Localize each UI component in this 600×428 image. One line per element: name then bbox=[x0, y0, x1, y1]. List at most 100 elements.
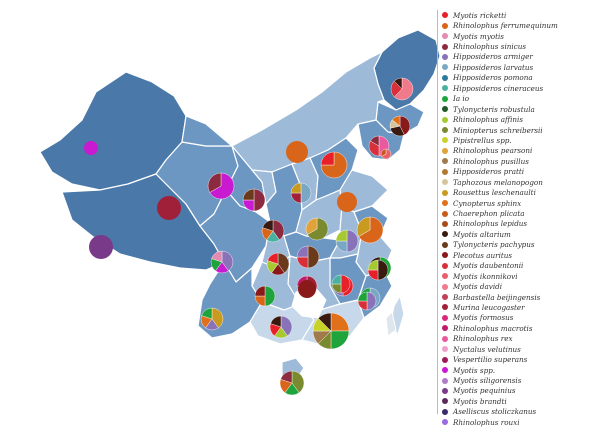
legend-swatch bbox=[442, 346, 448, 353]
pie-slice bbox=[335, 229, 348, 242]
pie-liaoning bbox=[380, 148, 392, 160]
legend-label: Rhinolophus ferrumequinum bbox=[453, 21, 558, 31]
legend-label: Myotis ricketti bbox=[453, 10, 507, 20]
legend-swatch bbox=[442, 356, 448, 363]
legend-item: Myotis ricketti bbox=[442, 10, 600, 20]
legend-swatch bbox=[442, 377, 448, 384]
legend-label: Hipposideros pratti bbox=[453, 167, 525, 177]
pie-slice bbox=[330, 330, 350, 350]
legend-swatch bbox=[442, 335, 448, 342]
legend-item: Rhinolophus affinis bbox=[442, 114, 600, 124]
legend-swatch bbox=[442, 33, 448, 40]
pie-slice bbox=[207, 172, 222, 193]
legend-swatch bbox=[442, 283, 448, 290]
legend-item: Aselliscus stoliczkanus bbox=[442, 407, 600, 417]
pie-tibet bbox=[89, 235, 113, 259]
legend-label: Taphozous melanopogon bbox=[453, 177, 543, 187]
legend-item: Pipistrellus spp. bbox=[442, 135, 600, 145]
legend-swatch bbox=[442, 419, 448, 426]
legend-label: Myotis pequinius bbox=[453, 386, 516, 396]
pie-slice bbox=[157, 196, 181, 220]
pie-chart-layer bbox=[84, 77, 414, 396]
legend-item: Myotis spp. bbox=[442, 365, 600, 375]
pie-slice bbox=[331, 274, 342, 285]
legend-item: Myotis davidi bbox=[442, 281, 600, 291]
legend-label: Rhinolophus pusillus bbox=[453, 156, 529, 166]
legend-label: Rhinolophus rex bbox=[453, 334, 513, 344]
pie-sichuan bbox=[210, 250, 234, 274]
legend-swatch bbox=[442, 325, 448, 332]
pie-slice bbox=[286, 141, 308, 163]
pie-chongqing bbox=[266, 252, 290, 276]
legend-item: Tylonycteris robustula bbox=[442, 104, 600, 114]
legend-item: Barbastella beijingensis bbox=[442, 292, 600, 302]
legend-label: Rhinolophus rouxi bbox=[453, 417, 520, 427]
pie-jilin bbox=[368, 135, 390, 157]
legend-swatch bbox=[442, 22, 448, 29]
legend-label: Rhinolophus lepidus bbox=[453, 219, 528, 229]
legend-item: Myotis myotis bbox=[442, 31, 600, 41]
pie-hubei bbox=[296, 245, 320, 269]
pie-slice bbox=[337, 192, 357, 212]
legend-swatch bbox=[442, 304, 448, 311]
pie-slice bbox=[393, 77, 403, 90]
legend-item: Rhinolophus lepidus bbox=[442, 219, 600, 229]
legend-item: Hipposideros cineraceus bbox=[442, 83, 600, 93]
pie-slice bbox=[280, 370, 293, 384]
pie-ningxia bbox=[242, 188, 266, 212]
island-east bbox=[385, 311, 397, 337]
pie-slice bbox=[380, 148, 387, 157]
legend-swatch bbox=[442, 168, 448, 175]
legend-swatch bbox=[442, 189, 448, 196]
pie-slice bbox=[298, 280, 316, 298]
legend-item: Plecotus auritus bbox=[442, 250, 600, 260]
legend-item: Myotis altarium bbox=[442, 229, 600, 239]
legend-label: Rhinolophus macrotis bbox=[453, 323, 533, 333]
species-legend: Myotis ricketti Rhinolophus ferrumequinum… bbox=[437, 10, 600, 427]
pie-slice bbox=[357, 291, 368, 302]
pie-slice bbox=[267, 252, 279, 265]
pie-slice bbox=[254, 285, 266, 297]
pie-slice bbox=[307, 245, 320, 269]
pie-slice bbox=[340, 274, 351, 294]
pie-slice bbox=[346, 229, 359, 253]
pie-yunnan-south bbox=[200, 307, 224, 331]
pie-qinghai bbox=[157, 196, 181, 220]
legend-swatch bbox=[442, 231, 448, 238]
legend-swatch bbox=[442, 252, 448, 259]
pie-slice bbox=[381, 148, 392, 160]
pie-xinjiang-north bbox=[84, 141, 98, 155]
legend-label: Ia io bbox=[453, 94, 470, 104]
pie-slice bbox=[89, 235, 113, 259]
legend-item: Nyctalus velutinus bbox=[442, 344, 600, 354]
legend-item: Hipposideros pomona bbox=[442, 73, 600, 83]
legend-label: Hipposideros armiger bbox=[453, 52, 533, 62]
pie-inner-mongolia bbox=[286, 141, 308, 163]
legend-item: Myotis brandti bbox=[442, 396, 600, 406]
pie-slice bbox=[262, 219, 274, 232]
legend-item: Myotis pequinius bbox=[442, 386, 600, 396]
pie-guangxi bbox=[269, 315, 293, 339]
legend-swatch bbox=[442, 314, 448, 321]
pie-gansu bbox=[207, 172, 235, 200]
legend-label: Hipposideros cineraceus bbox=[453, 83, 544, 93]
pie-slice bbox=[320, 151, 335, 166]
legend-swatch bbox=[442, 147, 448, 154]
pie-shandong bbox=[337, 192, 357, 212]
pie-slice bbox=[290, 182, 302, 194]
legend-swatch bbox=[442, 262, 448, 269]
legend-swatch bbox=[442, 106, 448, 113]
legend-item: Ia io bbox=[442, 94, 600, 104]
legend-swatch bbox=[442, 179, 448, 186]
legend-item: Vespertilio superans bbox=[442, 354, 600, 364]
legend-label: Myotis ikonnikovi bbox=[453, 271, 518, 281]
legend-swatch bbox=[442, 53, 448, 60]
legend-swatch bbox=[442, 64, 448, 71]
legend-label: Pipistrellus spp. bbox=[453, 135, 512, 145]
pie-heilongjiang-north bbox=[390, 77, 414, 101]
pie-slice bbox=[209, 172, 235, 200]
legend-label: Myotis daubentonii bbox=[453, 261, 524, 271]
legend-label: Murina leucogaster bbox=[453, 302, 525, 312]
pie-guangdong-north bbox=[331, 274, 351, 294]
